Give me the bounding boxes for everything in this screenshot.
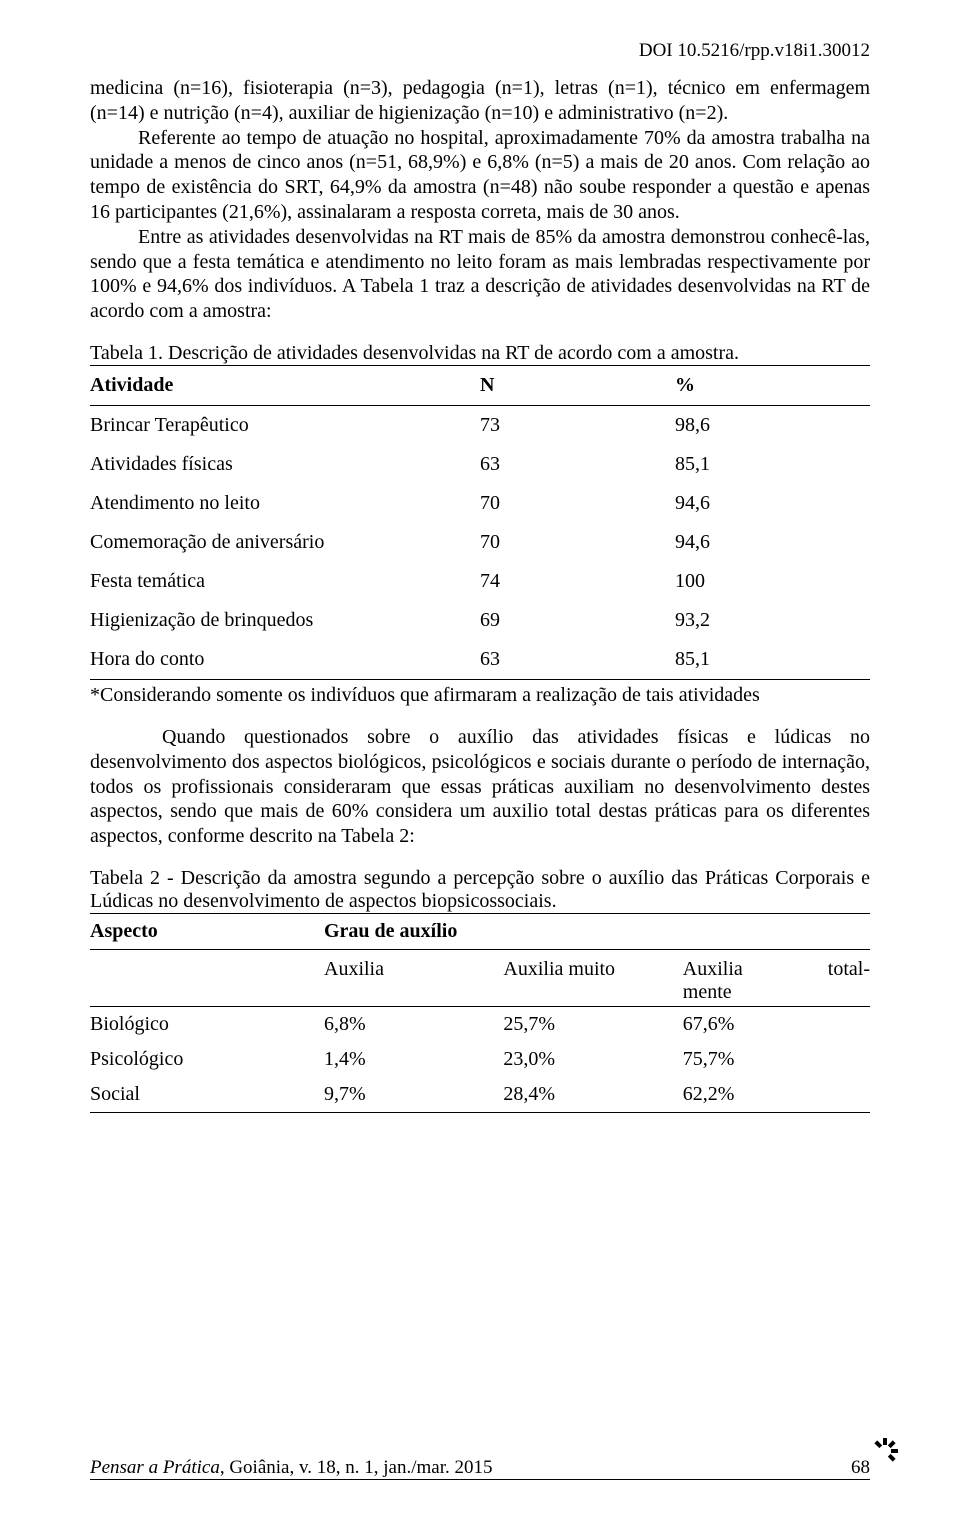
table-row: Psicológico 1,4% 23,0% 75,7% — [90, 1042, 870, 1077]
table-2: Aspecto Grau de auxílio Auxilia Auxilia … — [90, 913, 870, 1113]
table2-header-degree: Grau de auxílio — [324, 913, 870, 949]
cell-pct: 94,6 — [675, 523, 870, 562]
cell-pct: 85,1 — [675, 445, 870, 484]
cell-n: 63 — [480, 445, 675, 484]
cell-n: 73 — [480, 405, 675, 445]
cell-pct: 94,6 — [675, 484, 870, 523]
cell-n: 70 — [480, 523, 675, 562]
table-row: Atividades físicas 63 85,1 — [90, 445, 870, 484]
table-row: Higienização de brinquedos 69 93,2 — [90, 601, 870, 640]
g3-word-a: Auxilia — [683, 958, 743, 981]
table-row: Festa temática 74 100 — [90, 562, 870, 601]
table2-subheader-g2: Auxilia muito — [503, 949, 682, 1006]
table-row: Biológico 6,8% 25,7% 67,6% — [90, 1006, 870, 1042]
table1-header-pct: % — [675, 365, 870, 405]
footer-source: Pensar a Prática, Goiânia, v. 18, n. 1, … — [90, 1457, 492, 1479]
ornament-icon — [872, 1438, 898, 1464]
cell-pct: 98,6 — [675, 405, 870, 445]
doi-header: DOI 10.5216/rpp.v18i1.30012 — [90, 40, 870, 62]
cell-activity: Festa temática — [90, 562, 480, 601]
table2-subheader-g1: Auxilia — [324, 949, 503, 1006]
cell-g1: 6,8% — [324, 1006, 503, 1042]
table1-header-activity: Atividade — [90, 365, 480, 405]
cell-g2: 28,4% — [503, 1077, 682, 1113]
cell-g3: 75,7% — [683, 1042, 870, 1077]
cell-activity: Atividades físicas — [90, 445, 480, 484]
table1-header-row: Atividade N % — [90, 365, 870, 405]
cell-activity: Brincar Terapêutico — [90, 405, 480, 445]
cell-n: 74 — [480, 562, 675, 601]
paragraph-2: Referente ao tempo de atuação no hospita… — [90, 126, 870, 225]
table1-caption: Tabela 1. Descrição de atividades desenv… — [90, 342, 870, 365]
cell-n: 63 — [480, 640, 675, 680]
cell-activity: Hora do conto — [90, 640, 480, 680]
table2-subheader-row: Auxilia Auxilia muito Auxilia total- men… — [90, 949, 870, 1006]
cell-n: 69 — [480, 601, 675, 640]
table1-footnote: *Considerando somente os indivíduos que … — [90, 684, 870, 707]
paragraph-3: Entre as atividades desenvolvidas na RT … — [90, 225, 870, 324]
cell-empty — [90, 949, 324, 1006]
footer-page-number: 68 — [851, 1457, 870, 1479]
table1-header-n: N — [480, 365, 675, 405]
table-row: Social 9,7% 28,4% 62,2% — [90, 1077, 870, 1113]
cell-activity: Comemoração de aniversário — [90, 523, 480, 562]
table2-subheader-g3: Auxilia total- mente — [683, 949, 870, 1006]
table2-header-aspect: Aspecto — [90, 913, 324, 949]
cell-aspect: Social — [90, 1077, 324, 1113]
g3-word-b: total- — [828, 958, 870, 981]
g3-word-c: mente — [683, 981, 870, 1004]
cell-aspect: Biológico — [90, 1006, 324, 1042]
footer-journal-italic: Pensar a Prática — [90, 1457, 220, 1478]
page: DOI 10.5216/rpp.v18i1.30012 medicina (n=… — [0, 0, 960, 1514]
cell-g1: 9,7% — [324, 1077, 503, 1113]
cell-activity: Higienização de brinquedos — [90, 601, 480, 640]
cell-g2: 25,7% — [503, 1006, 682, 1042]
paragraph-4: Quando questionados sobre o auxílio das … — [90, 725, 870, 849]
paragraph-1: medicina (n=16), fisioterapia (n=3), ped… — [90, 76, 870, 126]
cell-g3: 62,2% — [683, 1077, 870, 1113]
table2-caption: Tabela 2 - Descrição da amostra segundo … — [90, 867, 870, 913]
cell-aspect: Psicológico — [90, 1042, 324, 1077]
cell-n: 70 — [480, 484, 675, 523]
cell-pct: 100 — [675, 562, 870, 601]
cell-pct: 85,1 — [675, 640, 870, 680]
table-1: Atividade N % Brincar Terapêutico 73 98,… — [90, 365, 870, 680]
table-row: Hora do conto 63 85,1 — [90, 640, 870, 680]
cell-pct: 93,2 — [675, 601, 870, 640]
cell-g3: 67,6% — [683, 1006, 870, 1042]
page-footer: Pensar a Prática, Goiânia, v. 18, n. 1, … — [90, 1457, 870, 1480]
cell-g1: 1,4% — [324, 1042, 503, 1077]
table-row: Brincar Terapêutico 73 98,6 — [90, 405, 870, 445]
cell-activity: Atendimento no leito — [90, 484, 480, 523]
table-row: Atendimento no leito 70 94,6 — [90, 484, 870, 523]
table2-header-row: Aspecto Grau de auxílio — [90, 913, 870, 949]
footer-journal-rest: , Goiânia, v. 18, n. 1, jan./mar. 2015 — [220, 1457, 493, 1478]
cell-g2: 23,0% — [503, 1042, 682, 1077]
table-row: Comemoração de aniversário 70 94,6 — [90, 523, 870, 562]
